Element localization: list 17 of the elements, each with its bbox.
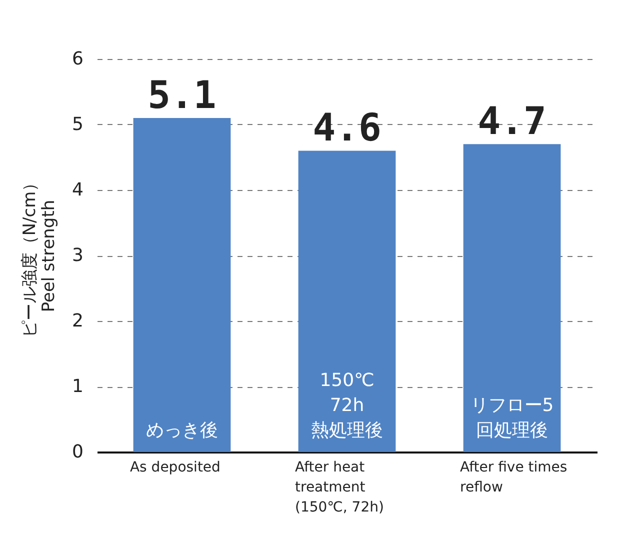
- y-tick-label: 6: [72, 48, 84, 70]
- data-label: 4.7: [478, 99, 546, 144]
- y-axis-title: ピール強度（N/cm） Peel strength: [20, 174, 60, 338]
- annotation: 150℃ 72h 熱処理後: [311, 370, 383, 441]
- annotation: リフロー5回処理後: [470, 395, 554, 441]
- data-label: 5.1: [148, 72, 216, 117]
- y-tick-label: 3: [72, 245, 84, 266]
- y-tick-label: 0: [72, 442, 84, 462]
- x-tick-label: After heat treatment (150℃, 72h): [295, 460, 384, 516]
- x-tick-label: After five times reflow: [460, 460, 568, 496]
- x-tick-label: As deposited: [130, 460, 220, 476]
- y-tick-label: 4: [72, 180, 84, 200]
- data-label: 4.6: [312, 106, 382, 150]
- y-tick-label: 1: [72, 376, 84, 397]
- y-tick-label: 5: [72, 114, 84, 135]
- annotation: めっき後: [146, 420, 218, 441]
- y-tick-label: 2: [72, 310, 84, 332]
